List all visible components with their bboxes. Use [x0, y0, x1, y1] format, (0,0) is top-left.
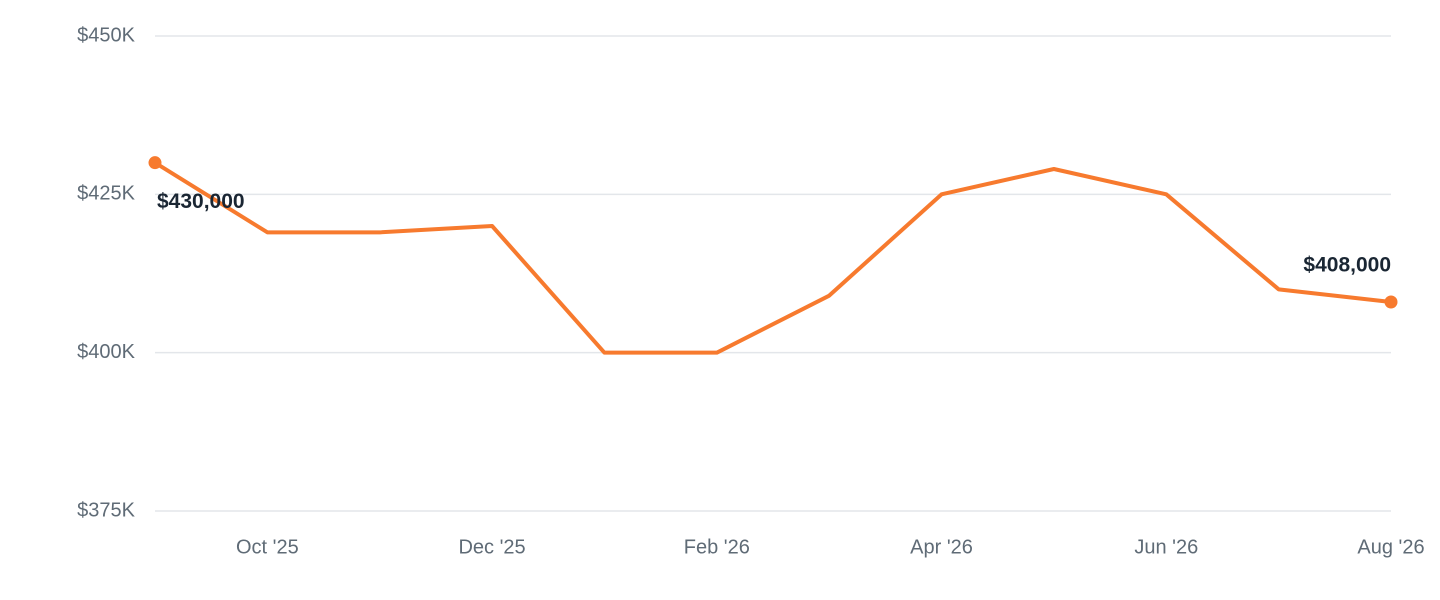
y-tick-label: $400K: [77, 341, 135, 363]
value-label: $408,000: [1303, 254, 1391, 277]
point: [148, 156, 162, 170]
x-tick-label: Jun '26: [1134, 536, 1198, 558]
y-tick-label: $450K: [77, 24, 135, 46]
point: [1384, 295, 1398, 309]
y-tick-label: $425K: [77, 183, 135, 205]
x-tick-label: Aug '26: [1357, 536, 1424, 558]
value-label: $430,000: [157, 190, 245, 213]
x-tick-label: Apr '26: [910, 536, 973, 558]
y-tick-label: $375K: [77, 499, 135, 521]
x-tick-label: Feb '26: [684, 536, 750, 558]
x-tick-label: Dec '25: [458, 536, 525, 558]
line: [153, 160, 1392, 355]
x-tick-label: Oct '25: [236, 536, 299, 558]
